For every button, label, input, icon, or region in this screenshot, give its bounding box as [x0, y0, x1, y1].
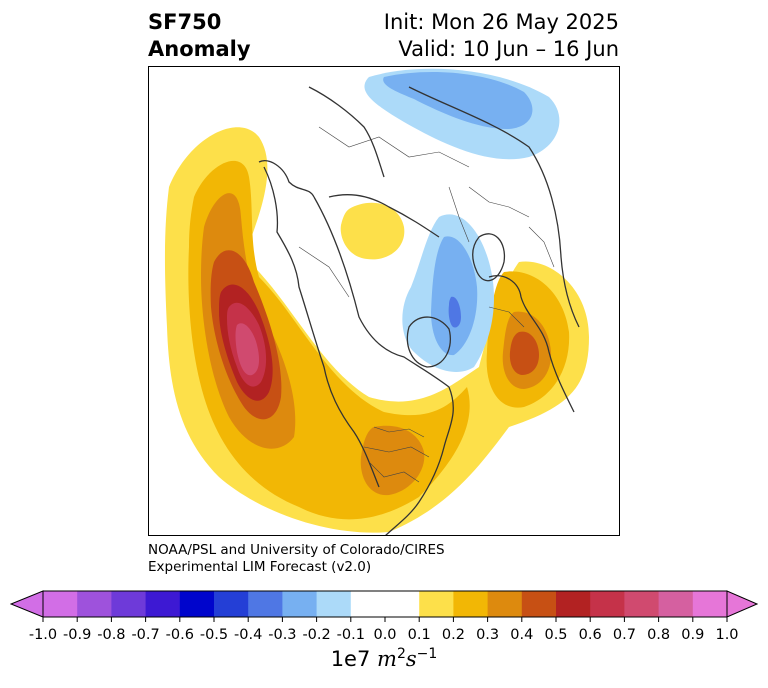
colorbar-tick-label: 0.3: [476, 627, 500, 643]
pos-anomaly-siberia: [340, 202, 405, 260]
colorbar-tick-label: 0.0: [373, 627, 397, 643]
anomaly-title: Anomaly: [148, 37, 251, 61]
polar-map: [148, 66, 620, 536]
colorbar-swatch: [692, 591, 728, 617]
colorbar-tick-label: 0.7: [612, 627, 636, 643]
colorbar-tick-label: -0.4: [234, 627, 263, 643]
colorbar-swatch: [43, 591, 78, 617]
units-exp-1: 2: [396, 646, 406, 662]
colorbar-tick-label: -1.0: [28, 627, 58, 643]
colorbar-swatch: [521, 591, 557, 617]
units-exp-2: −1: [416, 646, 438, 662]
anomaly-map-svg: [149, 68, 589, 535]
map-title: SF750 Anomaly: [148, 9, 251, 63]
pos-anomaly-07: [235, 323, 260, 376]
variable-title: SF750: [148, 10, 222, 34]
colorbar-tick-label: 0.6: [578, 627, 602, 643]
colorbar-swatch: [77, 591, 112, 617]
units-mid: s: [405, 647, 417, 671]
colorbar-swatch: [111, 591, 147, 617]
valid-date: Valid: 10 Jun – 16 Jun: [398, 37, 619, 61]
colorbar-tick-label: -0.7: [131, 627, 160, 643]
init-date: Init: Mon 26 May 2025: [383, 10, 619, 34]
credit-line-2: Experimental LIM Forecast (v2.0): [148, 559, 372, 575]
colorbar-swatch: [214, 591, 249, 617]
colorbar-units: 1e7 m2s−1: [331, 646, 438, 671]
pos-anomaly-europe-04: [509, 331, 539, 375]
date-title: Init: Mon 26 May 2025 Valid: 10 Jun – 16…: [384, 9, 619, 63]
neg-anomaly-asia-03: [448, 296, 461, 328]
colorbar-tick-label: -0.3: [268, 627, 297, 643]
colorbar-tick-label: -0.1: [336, 627, 365, 643]
colorbar-extend-high: [726, 590, 758, 618]
colorbar-swatch: [179, 591, 215, 617]
colorbar-swatch: [419, 591, 454, 617]
neg-anomaly-neasia-02: [383, 72, 533, 130]
colorbar-swatch: [350, 591, 386, 617]
colorbar-tick-label: -0.6: [165, 627, 194, 643]
colorbar-tick-label: 0.1: [407, 627, 431, 643]
colorbar-swatch: [282, 591, 318, 617]
colorbar-swatch: [385, 591, 420, 617]
units-scale: 1e7: [330, 647, 371, 671]
colorbar: [10, 590, 758, 622]
neg-anomaly-asia-02: [431, 236, 478, 356]
colorbar-tick-label: -0.2: [302, 627, 331, 643]
colorbar-extend-low: [10, 590, 44, 618]
colorbar-swatch: [658, 591, 694, 617]
colorbar-swatch: [145, 591, 181, 617]
colorbar-tick-label: 0.9: [681, 627, 705, 643]
borders: [298, 126, 555, 483]
map-left-gap: [149, 282, 163, 322]
colorbar-tick-label: 1.0: [715, 627, 739, 643]
credit-text: NOAA/PSL and University of Colorado/CIRE…: [148, 542, 445, 576]
colorbar-tick-label: -0.5: [199, 627, 229, 643]
colorbar-tick-label: -0.8: [97, 627, 126, 643]
colorbar-swatch: [590, 591, 625, 617]
colorbar-swatch: [316, 591, 352, 617]
credit-line-1: NOAA/PSL and University of Colorado/CIRE…: [148, 542, 445, 558]
colorbar-swatch: [248, 591, 283, 617]
colorbar-swatch: [453, 591, 489, 617]
colorbar-tick-label: 0.2: [441, 627, 465, 643]
colorbar-tick-label: -0.9: [63, 627, 92, 643]
pos-anomaly-us-03: [360, 425, 425, 496]
colorbar-swatch: [487, 591, 523, 617]
units-var: m: [377, 647, 397, 671]
colorbar-swatch: [556, 591, 591, 617]
coastlines: [258, 86, 580, 535]
colorbar-tick-label: 0.5: [544, 627, 568, 643]
colorbar-swatch: [624, 591, 660, 617]
colorbar-tick-label: 0.4: [510, 627, 534, 643]
colorbar-tick-label: 0.8: [647, 627, 671, 643]
